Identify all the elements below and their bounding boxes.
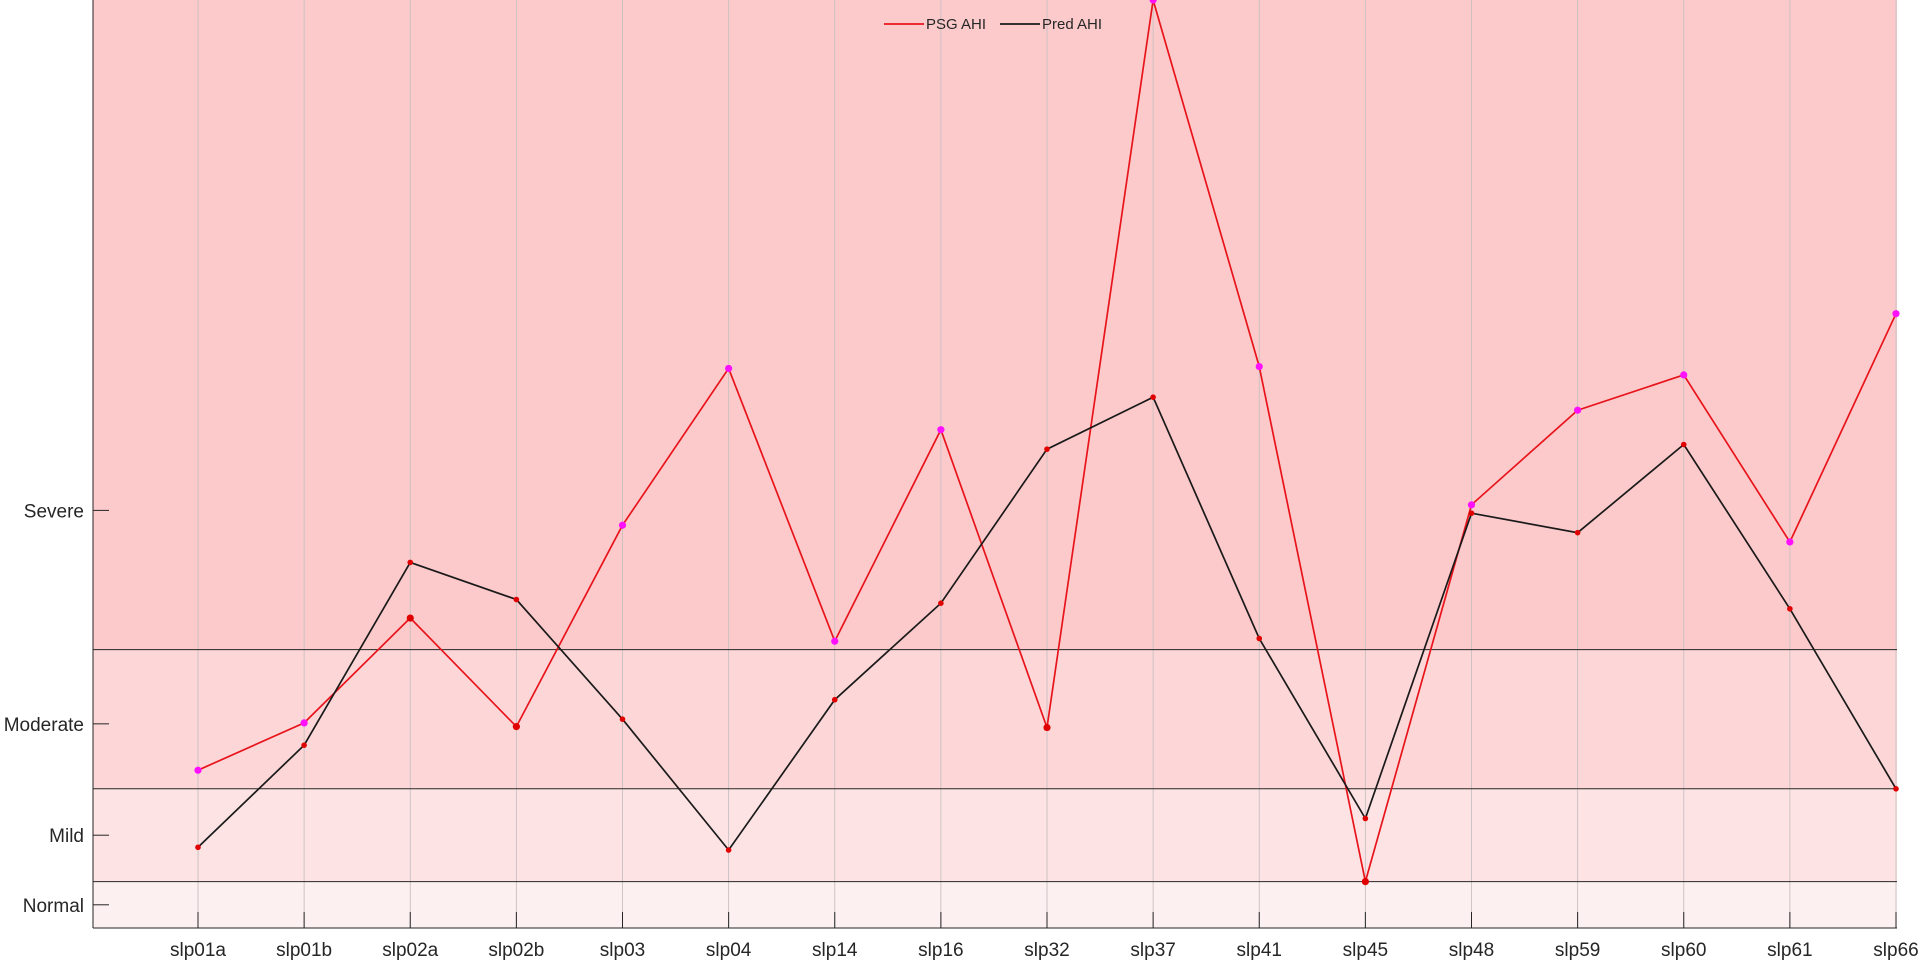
point-pred-ahi-slp04 [725, 847, 732, 853]
x-tick-label-slp02b: slp02b [488, 940, 544, 961]
x-tick-label-slp61: slp61 [1767, 940, 1812, 961]
x-tick-label-slp04: slp04 [706, 940, 752, 961]
point-psg-ahi-slp16 [937, 426, 945, 434]
x-tick-label-slp59: slp59 [1555, 940, 1600, 961]
point-pred-ahi-slp61 [1787, 605, 1793, 612]
legend: PSG AHI Pred AHI [884, 16, 1102, 33]
x-tick-label-slp37: slp37 [1130, 940, 1175, 961]
y-tick-label-normal: Normal [23, 896, 84, 917]
point-psg-ahi-slp02a [406, 614, 414, 622]
point-pred-ahi-slp60 [1680, 441, 1687, 448]
point-psg-ahi-slp02b [512, 723, 520, 731]
x-tick-label-slp41: slp41 [1237, 940, 1282, 961]
x-tick-label-slp66: slp66 [1873, 940, 1918, 961]
x-tick-label-slp48: slp48 [1449, 940, 1494, 961]
point-pred-ahi-slp01b [301, 742, 307, 748]
data-markers [194, 0, 1900, 886]
point-psg-ahi-slp41 [1255, 362, 1263, 371]
band-severe [93, 0, 1897, 650]
band-boundaries [93, 649, 1897, 883]
band-mild [93, 788, 1897, 882]
point-pred-ahi-slp32 [1044, 446, 1050, 452]
point-pred-ahi-slp16 [938, 600, 944, 606]
point-pred-ahi-slp01a [195, 844, 201, 851]
point-psg-ahi-slp01b [300, 719, 308, 727]
point-psg-ahi-slp66 [1892, 310, 1900, 318]
legend-label-psg-ahi: PSG AHI [926, 16, 986, 33]
point-pred-ahi-slp37 [1150, 394, 1156, 400]
y-tick-label-moderate: Moderate [4, 715, 84, 736]
point-pred-ahi-slp03 [619, 716, 626, 722]
x-tick-label-slp45: slp45 [1343, 940, 1388, 961]
point-psg-ahi-slp45 [1361, 878, 1369, 886]
x-tick-label-slp16: slp16 [918, 940, 963, 961]
band-moderate [93, 649, 1897, 789]
x-tick-label-slp32: slp32 [1024, 940, 1069, 961]
point-psg-ahi-slp48 [1467, 501, 1476, 509]
point-psg-ahi-slp60 [1680, 371, 1688, 379]
point-pred-ahi-slp02b [513, 596, 520, 603]
point-psg-ahi-slp32 [1043, 723, 1051, 732]
x-tick-label-slp14: slp14 [812, 940, 858, 961]
point-psg-ahi-slp37 [1149, 0, 1157, 4]
x-tick-label-slp02a: slp02a [382, 940, 438, 961]
y-tick-label-severe: Severe [24, 501, 84, 522]
point-psg-ahi-slp01a [194, 766, 202, 774]
band-normal [93, 881, 1897, 928]
point-pred-ahi-slp45 [1362, 815, 1369, 822]
x-grid [197, 0, 1897, 928]
legend-label-pred-ahi: Pred AHI [1042, 16, 1102, 33]
point-pred-ahi-slp14 [831, 696, 838, 703]
point-psg-ahi-slp59 [1574, 406, 1582, 414]
point-pred-ahi-slp59 [1574, 529, 1581, 536]
point-pred-ahi-slp02a [407, 559, 414, 566]
point-psg-ahi-slp61 [1786, 538, 1794, 546]
axes: Normal Mild Moderate Severe slp01a slp01b slp0… [4, 0, 1919, 961]
y-tick-label-mild: Mild [49, 826, 84, 847]
point-psg-ahi-slp14 [831, 637, 839, 645]
x-tick-label-slp03: slp03 [600, 940, 645, 961]
x-tick-label-slp01a: slp01a [170, 940, 226, 961]
x-tick-label-slp01b: slp01b [276, 940, 332, 961]
x-tick-label-slp60: slp60 [1661, 940, 1706, 961]
point-pred-ahi-slp48 [1468, 510, 1475, 516]
severity-bands [93, 0, 1897, 928]
point-psg-ahi-slp03 [618, 521, 627, 529]
point-pred-ahi-slp66 [1893, 786, 1899, 792]
point-pred-ahi-slp41 [1256, 635, 1263, 642]
point-psg-ahi-slp04 [725, 364, 733, 373]
